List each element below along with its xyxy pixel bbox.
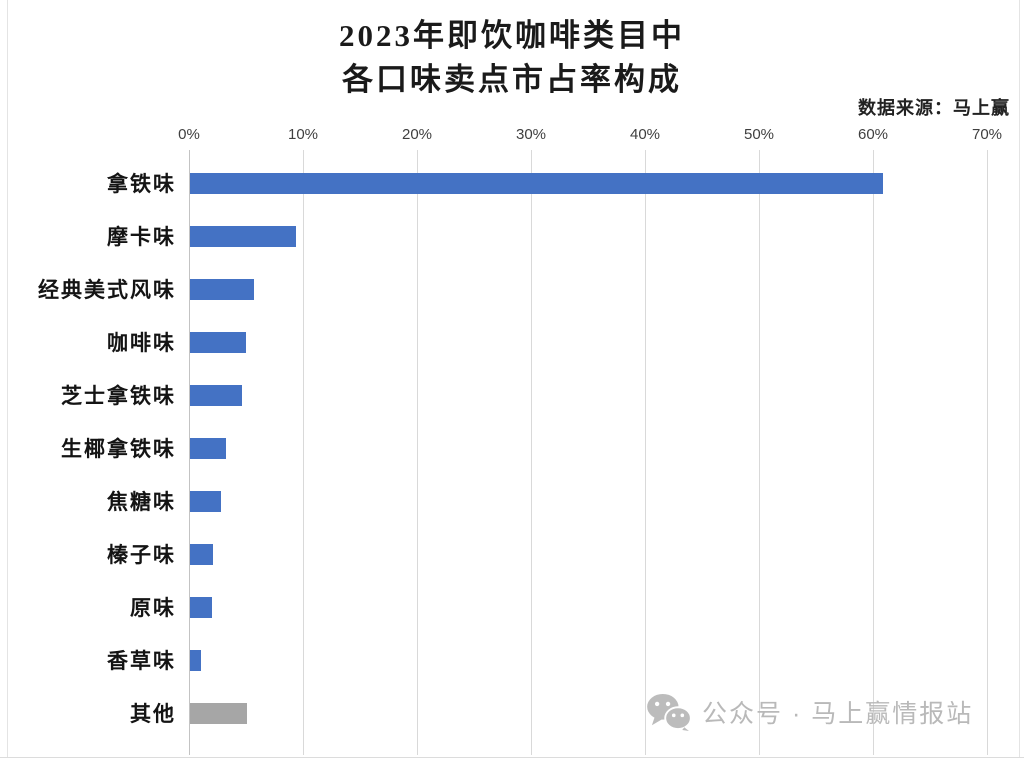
grid-line-0% <box>189 150 190 755</box>
bar-7 <box>190 491 221 512</box>
x-tick-label: 50% <box>743 126 775 143</box>
bar-1 <box>190 173 883 194</box>
category-label-11: 其他 <box>130 701 176 726</box>
category-label-3: 经典美式风味 <box>38 277 176 302</box>
frame-line-right <box>1019 0 1020 757</box>
grid-line-40% <box>645 150 646 755</box>
frame-line-left <box>7 0 8 757</box>
wechat-icon <box>646 693 692 731</box>
category-label-5: 芝士拿铁味 <box>61 383 176 408</box>
chart-title: 2023年即饮咖啡类目中 各口味卖点市占率构成 <box>0 14 1024 102</box>
bar-10 <box>190 650 201 671</box>
chart-title-line1: 2023年即饮咖啡类目中 <box>339 18 685 53</box>
watermark: 公众号 · 马上赢情报站 <box>646 693 973 731</box>
grid-line-10% <box>303 150 304 755</box>
bar-9 <box>190 597 212 618</box>
bar-8 <box>190 544 213 565</box>
bar-11 <box>190 703 247 724</box>
category-label-4: 咖啡味 <box>107 330 176 355</box>
x-tick-label: 20% <box>401 126 433 143</box>
grid-line-50% <box>759 150 760 755</box>
data-source-label: 数据来源：马上赢 <box>858 98 1010 118</box>
grid-line-70% <box>987 150 988 755</box>
x-tick-label: 60% <box>857 126 889 143</box>
category-label-6: 生椰拿铁味 <box>61 436 176 461</box>
bar-4 <box>190 332 246 353</box>
category-label-9: 原味 <box>130 595 176 620</box>
grid-line-30% <box>531 150 532 755</box>
watermark-text: 公众号 · 马上赢情报站 <box>702 700 974 728</box>
category-label-7: 焦糖味 <box>107 489 176 514</box>
category-label-2: 摩卡味 <box>107 224 176 249</box>
bar-5 <box>190 385 242 406</box>
grid-line-20% <box>417 150 418 755</box>
bar-6 <box>190 438 226 459</box>
bar-3 <box>190 279 254 300</box>
x-tick-label: 30% <box>515 126 547 143</box>
x-tick-label: 70% <box>971 126 1003 143</box>
chart-title-line2: 各口味卖点市占率构成 <box>342 62 682 97</box>
frame-line-bottom <box>0 757 1024 758</box>
category-label-1: 拿铁味 <box>107 171 176 196</box>
grid-line-60% <box>873 150 874 755</box>
x-tick-label: 40% <box>629 126 661 143</box>
category-label-8: 榛子味 <box>107 542 176 567</box>
bar-2 <box>190 226 296 247</box>
x-tick-label: 0% <box>178 126 200 143</box>
category-label-10: 香草味 <box>107 648 176 673</box>
x-tick-label: 10% <box>287 126 319 143</box>
